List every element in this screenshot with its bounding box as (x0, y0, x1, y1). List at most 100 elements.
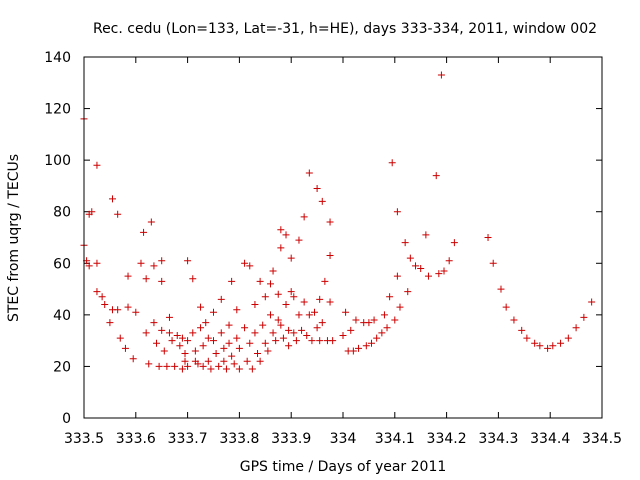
data-point (326, 218, 334, 226)
y-tick-label: 60 (53, 256, 71, 272)
data-point (285, 342, 293, 350)
data-point (497, 285, 505, 293)
data-point (588, 298, 596, 306)
data-point (155, 362, 163, 370)
data-point (544, 344, 552, 352)
data-point (347, 326, 355, 334)
y-tick-label: 100 (44, 153, 71, 169)
data-point (417, 264, 425, 272)
data-point (132, 308, 140, 316)
data-point (220, 344, 228, 352)
data-point (153, 339, 161, 347)
data-point (194, 360, 202, 368)
data-point (285, 326, 293, 334)
data-point (114, 210, 122, 218)
data-point (150, 319, 158, 327)
x-tick-label: 334 (330, 431, 357, 447)
data-point (158, 257, 166, 265)
data-point (292, 337, 300, 345)
data-point (510, 316, 518, 324)
data-point (241, 324, 249, 332)
data-point (432, 172, 440, 180)
data-point (93, 259, 101, 267)
data-point (388, 159, 396, 167)
data-point (108, 195, 116, 203)
data-point (380, 311, 388, 319)
data-point (246, 262, 254, 270)
data-point (435, 270, 443, 278)
data-point (362, 342, 370, 350)
data-point (261, 293, 269, 301)
data-point (378, 329, 386, 337)
data-point (165, 313, 173, 321)
data-point (246, 339, 254, 347)
data-point (401, 239, 409, 247)
data-point (189, 275, 197, 283)
data-point (266, 311, 274, 319)
plot-frame (83, 56, 603, 419)
data-point (342, 308, 350, 316)
data-point (147, 218, 155, 226)
x-tick-label: 333.9 (271, 431, 311, 447)
data-point (129, 355, 137, 363)
data-point (406, 254, 414, 262)
data-point (523, 334, 531, 342)
data-point (158, 277, 166, 285)
data-point (217, 295, 225, 303)
data-point (98, 293, 106, 301)
data-point (173, 331, 181, 339)
data-point (295, 311, 303, 319)
data-point (204, 357, 212, 365)
data-point (290, 293, 298, 301)
data-point (355, 344, 363, 352)
x-axis-label: GPS time / Days of year 2011 (240, 459, 447, 475)
data-point (235, 344, 243, 352)
data-point (393, 272, 401, 280)
data-point (412, 262, 420, 270)
data-point (114, 306, 122, 314)
data-point (124, 303, 132, 311)
x-tick-label: 334.5 (582, 431, 622, 447)
x-tick-label: 333.7 (168, 431, 208, 447)
x-tick-label: 333.5 (64, 431, 104, 447)
data-point (168, 337, 176, 345)
data-point (184, 337, 192, 345)
chart-title: Rec. cedu (Lon=133, Lat=-31, h=HE), days… (93, 21, 597, 37)
data-point (256, 357, 264, 365)
data-point (383, 324, 391, 332)
data-point (233, 334, 241, 342)
data-point (274, 316, 282, 324)
data-point (202, 319, 210, 327)
data-point (241, 259, 249, 267)
data-point (210, 337, 217, 345)
data-point (85, 262, 93, 270)
data-point (93, 288, 101, 296)
data-point (248, 365, 256, 373)
data-point (243, 357, 251, 365)
data-point (282, 231, 290, 239)
data-point (266, 280, 274, 288)
data-point (197, 303, 205, 311)
data-point (404, 288, 412, 296)
data-point (300, 213, 308, 221)
x-tick-label: 333.8 (219, 431, 259, 447)
data-point (269, 329, 277, 337)
data-point (93, 161, 101, 169)
data-point (277, 321, 285, 329)
data-point (349, 347, 357, 355)
data-point (256, 277, 264, 285)
data-point (305, 311, 313, 319)
data-point (373, 334, 381, 342)
data-point (178, 365, 186, 373)
data-point (393, 208, 401, 216)
data-point (316, 295, 324, 303)
data-point (318, 197, 326, 205)
data-point (305, 169, 313, 177)
data-point (518, 326, 526, 334)
data-point (254, 350, 262, 358)
data-point (311, 308, 319, 316)
data-point (279, 334, 287, 342)
data-point (352, 316, 360, 324)
data-point (171, 362, 179, 370)
